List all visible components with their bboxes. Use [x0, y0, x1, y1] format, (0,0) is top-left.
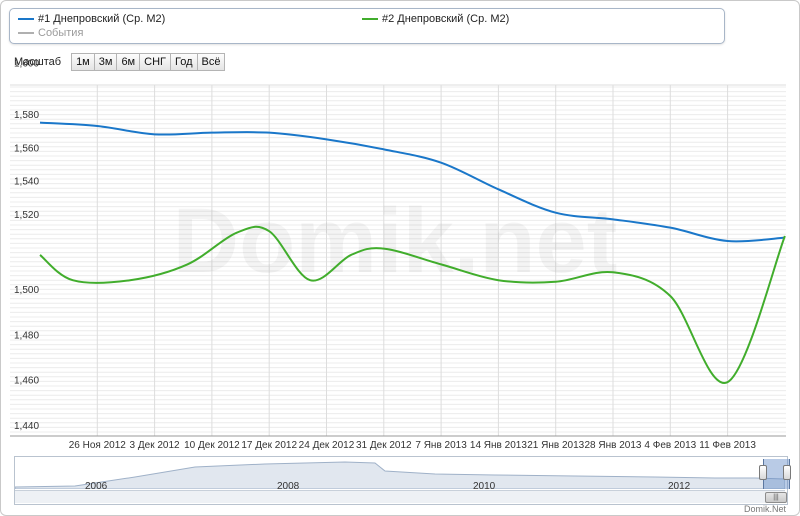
- navigator-year-2012: 2012: [668, 481, 691, 492]
- zoom-button-1m[interactable]: 1м: [71, 53, 95, 71]
- series-line-2[interactable]: [39, 225, 786, 384]
- scrollbar-thumb-grip-icon[interactable]: |||: [765, 492, 787, 503]
- x-tick-label: 28 Янв 2013: [585, 440, 642, 451]
- legend-label-series-2: #2 Днепровский (Ср. М2): [382, 13, 510, 25]
- navigator-handle-left[interactable]: [759, 465, 767, 480]
- x-tick-label: 24 Дек 2012: [299, 440, 355, 451]
- zoom-button-all[interactable]: Всё: [196, 53, 226, 71]
- y-tick-label: 1,600: [14, 58, 39, 69]
- x-tick-label: 17 Дек 2012: [241, 440, 297, 451]
- y-tick-label: 1,580: [14, 110, 39, 121]
- y-tick-label: 1,440: [14, 421, 39, 432]
- legend-label-series-1: #1 Днепровский (Ср. М2): [38, 13, 166, 25]
- y-tick-label: 1,480: [14, 330, 39, 341]
- navigator-year-2006: 2006: [85, 481, 108, 492]
- y-tick-label: 1,460: [14, 376, 39, 387]
- zoom-selector: Масштаб 1м 3м 6м СНГ Год Всё: [14, 53, 226, 71]
- navigator-year-2008: 2008: [277, 481, 300, 492]
- x-axis-labels: 26 Ноя 2012 3 Дек 2012 10 Дек 2012 17 Дек 2…: [69, 440, 757, 451]
- x-tick-label: 3 Дек 2012: [130, 440, 181, 451]
- y-axis-labels: 1,580 1,560 1,540 1,520 1,600 1,500 1,480 1,460…: [14, 58, 39, 432]
- x-tick-label: 31 Дек 2012: [356, 440, 412, 451]
- navigator[interactable]: 2006 2008 2010 2012 |||: [14, 456, 791, 505]
- zoom-label: Масштаб: [14, 56, 62, 68]
- watermark-text: Domik.net: [173, 190, 618, 292]
- legend-label-events: События: [38, 27, 84, 39]
- credit-text: Domik.Net: [743, 504, 786, 514]
- legend-item-series-2[interactable]: #2 Днепровский (Ср. М2): [362, 13, 509, 26]
- series-lines: [39, 121, 786, 384]
- x-tick-label: 4 Фев 2013: [644, 440, 696, 451]
- x-tick-label: 21 Янв 2013: [527, 440, 584, 451]
- legend-item-series-1[interactable]: #1 Днепровский (Ср. М2): [18, 13, 165, 26]
- x-tick-label: 7 Янв 2013: [415, 440, 467, 451]
- series-line-1[interactable]: [39, 121, 785, 243]
- x-tick-label: 26 Ноя 2012: [69, 440, 127, 451]
- navigator-year-2010: 2010: [473, 481, 496, 492]
- y-tick-label: 1,520: [14, 210, 39, 221]
- navigator-handle-right[interactable]: [783, 465, 791, 480]
- grid: [10, 84, 786, 437]
- x-tick-label: 11 Фев 2013: [699, 440, 756, 451]
- y-tick-label: 1,540: [14, 177, 39, 188]
- zoom-button-year[interactable]: Год: [169, 53, 198, 71]
- zoom-button-6m[interactable]: 6м: [116, 53, 141, 71]
- x-tick-label: 14 Янв 2013: [470, 440, 527, 451]
- legend-swatch-series-1: [18, 18, 34, 21]
- navigator-scrollbar[interactable]: |||: [15, 490, 787, 503]
- legend: #1 Днепровский (Ср. М2) #2 Днепровский (…: [9, 8, 725, 44]
- y-tick-label: 1,560: [14, 143, 39, 154]
- legend-swatch-series-2: [362, 18, 378, 21]
- y-tick-label: 1,500: [14, 285, 39, 296]
- legend-item-events[interactable]: События: [18, 27, 83, 40]
- x-tick-label: 10 Дек 2012: [184, 440, 240, 451]
- legend-swatch-events: [18, 32, 34, 35]
